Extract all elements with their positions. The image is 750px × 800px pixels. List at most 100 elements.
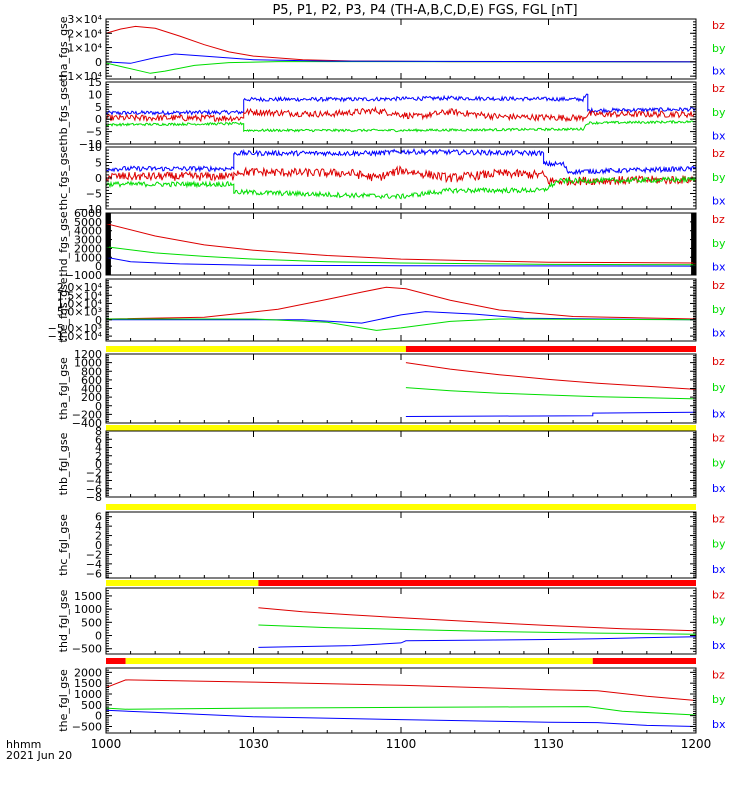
- y-tick-label: 0: [95, 56, 102, 69]
- y-tick-label: 5: [95, 157, 102, 170]
- legend-bx: bx: [712, 563, 726, 576]
- panel-the_fgs_gse: 2.0×10⁴1.5×10⁴1.0×10⁴5.0×10³0−5.0×10³−1.…: [48, 277, 726, 343]
- legend-bz: bz: [712, 432, 725, 445]
- y-tick-label: 0: [95, 539, 102, 552]
- panel-thd_fgs_gse: 6000500040003000200010000−1000thd_fgs_gs…: [57, 207, 726, 282]
- y-tick-label: 2000: [74, 666, 102, 679]
- y-tick-label: 1500: [74, 677, 102, 690]
- thc-fgl-flag: [106, 504, 696, 510]
- panel-frame: [105, 511, 697, 579]
- y-tick-label: 5.0×10³: [57, 306, 102, 319]
- legend: bz by bx: [712, 82, 726, 142]
- series-bz-line: [405, 362, 696, 390]
- date-label: 2021 Jun 20: [6, 749, 72, 762]
- y-axis-label: the_fgl_gse: [57, 669, 70, 732]
- thb-fgl-flag: [106, 425, 696, 431]
- y-tick-label: 6: [95, 511, 102, 524]
- y-tick-label: −500: [72, 643, 102, 656]
- flag-segment-yellow: [125, 658, 593, 664]
- y-tick-label: 0: [95, 400, 102, 413]
- x-tick-label: 1030: [238, 737, 269, 751]
- y-tick-label: 2.0×10⁴: [57, 281, 103, 294]
- panel-frame: [105, 18, 697, 80]
- y-tick-label: 3×10⁴: [67, 13, 102, 26]
- series-bz-line: [106, 165, 696, 186]
- series-by-line: [106, 119, 696, 133]
- y-tick-label: 0: [95, 113, 102, 126]
- legend-bx: bx: [712, 639, 726, 652]
- legend-by: by: [712, 457, 726, 470]
- y-tick-label: 1200: [74, 348, 102, 361]
- legend: bz by bx: [712, 513, 726, 576]
- legend-bz: bz: [712, 669, 725, 682]
- series-bx-line: [106, 93, 696, 116]
- legend-bz: bz: [712, 513, 725, 526]
- series-bz-line: [106, 286, 696, 320]
- y-tick-label: 2000: [74, 242, 102, 255]
- y-tick-label: 8: [95, 425, 102, 438]
- y-tick-label: 5: [95, 101, 102, 114]
- series-bz-line: [106, 105, 696, 123]
- legend-bz: bz: [712, 355, 725, 368]
- data-quality-flag-bars: [106, 346, 696, 664]
- y-tick-label: 500: [81, 699, 102, 712]
- legend-by: by: [712, 614, 726, 627]
- legend: bz by bx: [712, 669, 726, 731]
- y-axis-label: tha_fgs_gse: [57, 16, 70, 81]
- flag-segment-yellow: [106, 346, 406, 352]
- legend: bz by bx: [712, 147, 726, 207]
- legend-bx: bx: [712, 260, 726, 273]
- legend: bz by bx: [712, 355, 726, 420]
- y-tick-label: −400: [72, 417, 102, 430]
- y-tick-label: 0: [95, 710, 102, 723]
- y-tick-label: 4: [95, 520, 102, 533]
- y-tick-label: −200: [72, 408, 102, 421]
- series-bz-line: [106, 679, 696, 701]
- series-bx-line: [106, 311, 696, 324]
- y-tick-label: −4: [86, 558, 102, 571]
- y-tick-label: −5.0×10³: [48, 322, 102, 335]
- legend-by: by: [712, 171, 726, 184]
- y-tick-label: 1000: [74, 251, 102, 264]
- x-axis-unit-label: hhmm: [6, 738, 41, 751]
- y-tick-label: −4: [86, 475, 102, 488]
- y-tick-label: −10: [79, 203, 102, 216]
- y-tick-label: 400: [81, 383, 102, 396]
- data-gap-marker: [691, 213, 696, 275]
- y-tick-label: −5: [86, 126, 102, 139]
- y-tick-label: −6: [86, 567, 102, 580]
- flag-segment-red: [405, 346, 696, 352]
- y-tick-label: −500: [72, 721, 102, 734]
- series-by-line: [106, 706, 696, 716]
- y-axis-label: thb_fgs_gse: [57, 80, 70, 146]
- y-tick-label: 0: [95, 314, 102, 327]
- flag-segment-yellow: [106, 580, 259, 586]
- y-tick-label: 5000: [74, 216, 102, 229]
- legend-by: by: [712, 303, 726, 316]
- series-bx-line: [106, 709, 696, 727]
- x-tick-label: 1130: [533, 737, 564, 751]
- y-tick-label: 6: [95, 433, 102, 446]
- chart-title: P5, P1, P2, P3, P4 (TH-A,B,C,D,E) FGS, F…: [272, 3, 577, 18]
- y-tick-label: 800: [81, 365, 102, 378]
- y-tick-label: 0: [95, 458, 102, 471]
- the-fgl-flag: [106, 658, 696, 664]
- x-axis: 1000 1030 1100 1130 1200: [91, 19, 711, 751]
- legend-by: by: [712, 381, 726, 394]
- legend-bx: bx: [712, 482, 726, 495]
- series-bz-line: [106, 223, 696, 264]
- series-bz-line: [106, 25, 696, 63]
- series-bx-line: [405, 411, 696, 417]
- legend: bz by bx: [712, 589, 726, 652]
- legend: bz by bx: [712, 279, 726, 339]
- y-tick-label: −6: [86, 483, 102, 496]
- y-axis-label: thc_fgs_gse: [57, 146, 70, 211]
- y-tick-label: 6000: [74, 207, 102, 220]
- y-tick-label: 10: [88, 141, 102, 154]
- y-tick-label: −10: [79, 138, 102, 151]
- x-tick-label: 1000: [91, 737, 122, 751]
